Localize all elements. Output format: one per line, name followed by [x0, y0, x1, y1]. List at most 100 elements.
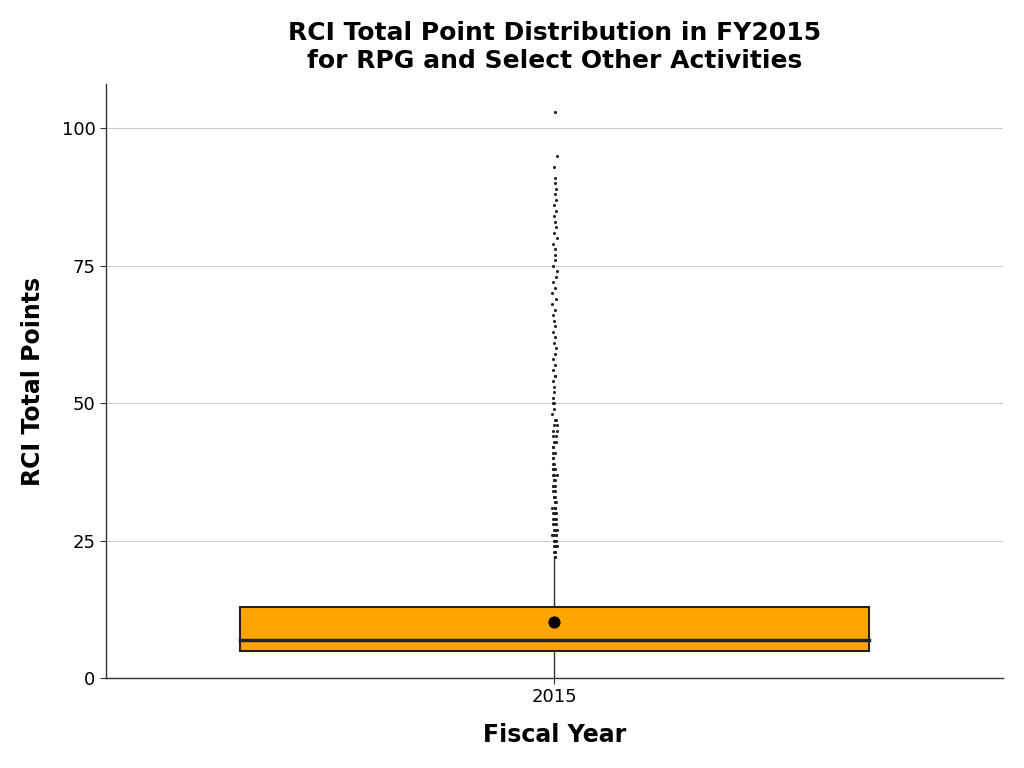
Point: [546, 161, 562, 173]
Point: [546, 435, 562, 448]
Point: [544, 502, 560, 514]
Point: [545, 529, 561, 541]
Point: [546, 545, 562, 558]
Point: [545, 425, 561, 437]
Point: [546, 491, 562, 503]
Point: [545, 479, 561, 492]
Point: [545, 479, 561, 492]
Point: [548, 529, 564, 541]
Point: [548, 524, 564, 536]
Point: [548, 496, 564, 508]
Point: [547, 369, 563, 382]
Point: [545, 518, 561, 530]
Point: [548, 194, 564, 206]
Point: [547, 479, 563, 492]
Point: [547, 188, 563, 200]
Point: [547, 446, 563, 458]
Point: [546, 458, 562, 470]
Point: [545, 326, 561, 338]
Point: [545, 353, 561, 366]
Point: [548, 535, 564, 547]
Point: [548, 524, 564, 536]
Point: [547, 249, 563, 261]
Point: [548, 204, 564, 217]
Point: [547, 551, 563, 563]
Point: [545, 452, 561, 465]
Point: [547, 502, 563, 514]
Point: [545, 430, 561, 442]
Point: [546, 402, 562, 415]
Point: [546, 210, 562, 223]
Point: [545, 463, 561, 475]
Point: [547, 243, 563, 256]
Point: [546, 199, 562, 211]
Point: [548, 535, 564, 547]
Point: [546, 524, 562, 536]
Point: [549, 419, 565, 432]
Point: [547, 502, 563, 514]
Point: [545, 458, 561, 470]
Point: [545, 463, 561, 475]
Point: [545, 375, 561, 387]
Point: [546, 336, 562, 349]
Point: [547, 502, 563, 514]
Point: [545, 309, 561, 321]
Point: [546, 540, 562, 552]
Point: [545, 237, 561, 250]
Point: [548, 270, 564, 283]
Point: [546, 315, 562, 327]
Point: [544, 287, 560, 300]
Point: [546, 491, 562, 503]
Point: [547, 540, 563, 552]
Point: [545, 452, 561, 465]
Point: [547, 171, 563, 184]
Point: [547, 216, 563, 228]
Point: [549, 524, 565, 536]
Point: [548, 342, 564, 354]
Point: [547, 177, 563, 190]
Point: [549, 540, 565, 552]
Point: [547, 535, 563, 547]
Bar: [241, 607, 868, 650]
Point: [545, 468, 561, 481]
Point: [547, 551, 563, 563]
Point: [549, 425, 565, 437]
Point: [547, 106, 563, 118]
Point: [544, 298, 560, 310]
Point: [546, 507, 562, 519]
Point: [546, 468, 562, 481]
Point: [545, 441, 561, 453]
Point: [548, 183, 564, 195]
Point: [546, 397, 562, 409]
Point: [545, 276, 561, 288]
Point: [545, 485, 561, 498]
Point: [549, 265, 565, 277]
Point: [546, 386, 562, 399]
Point: [546, 381, 562, 393]
Point: [545, 529, 561, 541]
Point: [547, 254, 563, 266]
Point: [548, 529, 564, 541]
Point: [548, 221, 564, 233]
Point: [548, 540, 564, 552]
Point: [544, 529, 560, 541]
X-axis label: Fiscal Year: Fiscal Year: [483, 723, 626, 747]
Point: [546, 474, 562, 486]
Point: [545, 260, 561, 272]
Point: [548, 507, 564, 519]
Y-axis label: RCI Total Points: RCI Total Points: [20, 276, 45, 485]
Point: [548, 232, 564, 244]
Point: [545, 364, 561, 376]
Point: [547, 303, 563, 316]
Point: [548, 150, 564, 162]
Point: [548, 293, 564, 305]
Point: [547, 463, 563, 475]
Point: [545, 397, 561, 409]
Point: [547, 545, 563, 558]
Point: [545, 507, 561, 519]
Point: [547, 545, 563, 558]
Point: [549, 468, 565, 481]
Point: [547, 282, 563, 294]
Point: [547, 491, 563, 503]
Point: [548, 430, 564, 442]
